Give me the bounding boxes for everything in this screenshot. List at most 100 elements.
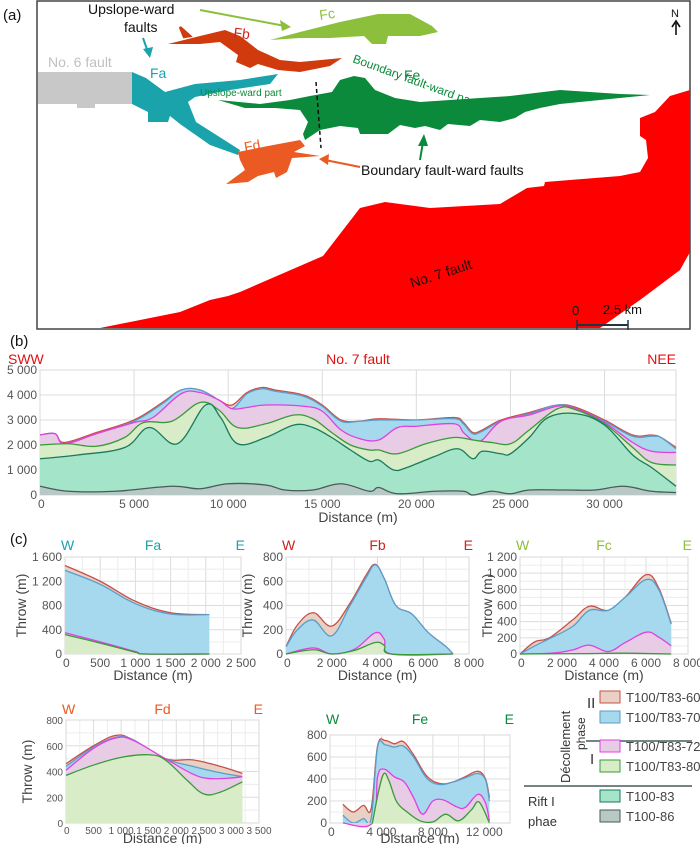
- line-t100-t83-80: [371, 772, 491, 824]
- upslope-faults-label-line2: faults: [124, 19, 157, 35]
- fe-ytick-label: 0: [320, 816, 327, 830]
- area-t100-t83-80: [372, 773, 490, 823]
- fc-xtick-label: 6 000: [631, 656, 661, 670]
- fc-y-axis-label: Throw (m): [479, 574, 495, 638]
- area-t100-t83-72: [520, 631, 672, 654]
- line-t100-t83-80: [285, 641, 453, 656]
- fa-ytick-label: 0: [55, 647, 62, 661]
- legend-group-subtitle: phase: [574, 717, 588, 750]
- legend-swatch: [599, 690, 621, 704]
- fc-xtick-label: 0: [518, 656, 525, 670]
- fa-x-axis-label: Distance (m): [113, 667, 192, 683]
- fd-x-axis-label: Distance (m): [123, 830, 202, 844]
- no7-ytick-label: 3 000: [7, 413, 37, 427]
- fa-areas: [64, 564, 210, 655]
- legend-group-title: Décollement: [558, 710, 573, 783]
- line-t100-t83-72: [342, 768, 491, 828]
- fa-ytick-label: 1 600: [32, 550, 62, 564]
- scale-zero-label: 0: [572, 303, 579, 318]
- no7-ytick-label: 1 000: [7, 463, 37, 477]
- fc-fault-shape: [270, 14, 438, 44]
- fd-xtick-label: 0: [64, 826, 70, 837]
- fb-fault-shape: [168, 30, 342, 72]
- fd-xtick-label: 1 000: [109, 826, 134, 837]
- panel-c-label: (c): [10, 531, 28, 548]
- fc-label: Fc: [318, 5, 336, 23]
- fd-areas: [65, 734, 243, 823]
- north-label: N: [671, 8, 679, 20]
- fd-ytick-label: 400: [46, 768, 63, 779]
- no7-left-direction-label: SWW: [8, 351, 45, 367]
- area-t100-t83-80: [65, 634, 210, 655]
- legend-swatch: [599, 809, 621, 823]
- no7-xtick-label: 15 000: [304, 497, 341, 511]
- fa-y-axis-label: Throw (m): [13, 574, 29, 638]
- fb-right-direction-label: E: [464, 537, 473, 553]
- no7-xtick-label: 10 000: [210, 497, 247, 511]
- no7-xtick-label: 5 000: [119, 497, 149, 511]
- line-t100-t83-80: [64, 633, 210, 655]
- area-t100-t83-80: [286, 642, 453, 655]
- fb-areas: [285, 563, 454, 656]
- fc-ytick-label: 600: [497, 599, 517, 613]
- fe-left-direction-label: W: [326, 711, 340, 727]
- fb-xtick-label: 4 000: [362, 656, 392, 670]
- legend-item: T100-83: [599, 789, 674, 804]
- fc-xtick-label: 2 000: [547, 656, 577, 670]
- fa-left-direction-label: W: [61, 537, 75, 553]
- fa-xtick-label: 1 500: [156, 656, 186, 670]
- fe-chart-title: Fe: [412, 711, 429, 727]
- no7-ytick-label: 4 000: [7, 388, 37, 402]
- fc-ytick-label: 800: [497, 582, 517, 596]
- panel-b-label: (b): [10, 333, 28, 350]
- fc-xtick-label: 8 000: [673, 656, 700, 670]
- fe-xtick-label: 0: [328, 825, 335, 839]
- fc-ytick-label: 200: [497, 631, 517, 645]
- fa-label: Fa: [150, 65, 167, 81]
- area-t100-t83-80: [66, 754, 243, 823]
- legend: Décollement phase II I Rift I phae T100/…: [524, 690, 700, 829]
- legend-item: T100/T83-72: [599, 739, 700, 754]
- legend-swatch: [599, 759, 621, 773]
- line-t100-t83-70: [64, 569, 210, 616]
- fb-xtick-label: 2 000: [317, 656, 347, 670]
- chart-fa: 0 500 1 000 1 500 2 000 2 500 0 400 800 1 200 1 60…: [13, 537, 256, 683]
- legend-item-label: T100/T83-60: [626, 690, 700, 705]
- legend-item-label: T100/T83-72: [626, 739, 700, 754]
- area-t100-86: [40, 483, 676, 495]
- line-t100-t83-72: [39, 390, 677, 454]
- fa-chart-title: Fa: [145, 537, 162, 553]
- area-t100-83: [40, 403, 676, 495]
- boundary-faults-label: Boundary fault-ward faults: [361, 162, 524, 178]
- fe-xtick-label: 12 000: [466, 825, 503, 839]
- legend-rift-label-line2: phae: [528, 814, 557, 829]
- fe-ytick-label: 200: [307, 794, 327, 808]
- legend-item: T100/T83-60: [599, 690, 700, 705]
- fd-fault-shape: [226, 140, 320, 184]
- line-t100-t83-60: [519, 573, 672, 655]
- fd-arrowhead-icon: [319, 154, 329, 165]
- legend-swatch: [599, 789, 621, 803]
- fc-ytick-label: 400: [497, 615, 517, 629]
- fd-xtick-label: 3 000: [219, 826, 244, 837]
- chart-fd: 0 500 1 000 1 500 2 000 2 500 3 000 3 500 0 200 40…: [19, 701, 272, 844]
- fc-pointer-arrow: [199, 9, 286, 27]
- fd-left-direction-label: W: [62, 701, 76, 717]
- fc-x-axis-label: Distance (m): [564, 667, 643, 683]
- chart-no7-fault: 0 5 000 10 000 15 000 20 000 25 000 30 000 0 1 0…: [7, 351, 677, 525]
- fa-xtick-label: 2 000: [191, 656, 221, 670]
- fe-label: Fe: [404, 67, 421, 83]
- line-t100-t83-60: [64, 564, 210, 616]
- legend-rift-label-line1: Rift I: [528, 794, 555, 809]
- line-t100-t83-80: [39, 401, 677, 466]
- fb-ytick-label: 200: [263, 623, 283, 637]
- fb-left-direction-label: W: [282, 537, 296, 553]
- fb-ytick-label: 800: [263, 550, 283, 564]
- fa-xtick-label: 2 500: [226, 656, 256, 670]
- fb-chart-title: Fb: [369, 537, 386, 553]
- fc-arrowhead-icon: [280, 20, 291, 31]
- fd-xtick-label: 2 000: [164, 826, 189, 837]
- legend-item-label: T100-83: [626, 789, 674, 804]
- fa-ytick-label: 800: [42, 599, 62, 613]
